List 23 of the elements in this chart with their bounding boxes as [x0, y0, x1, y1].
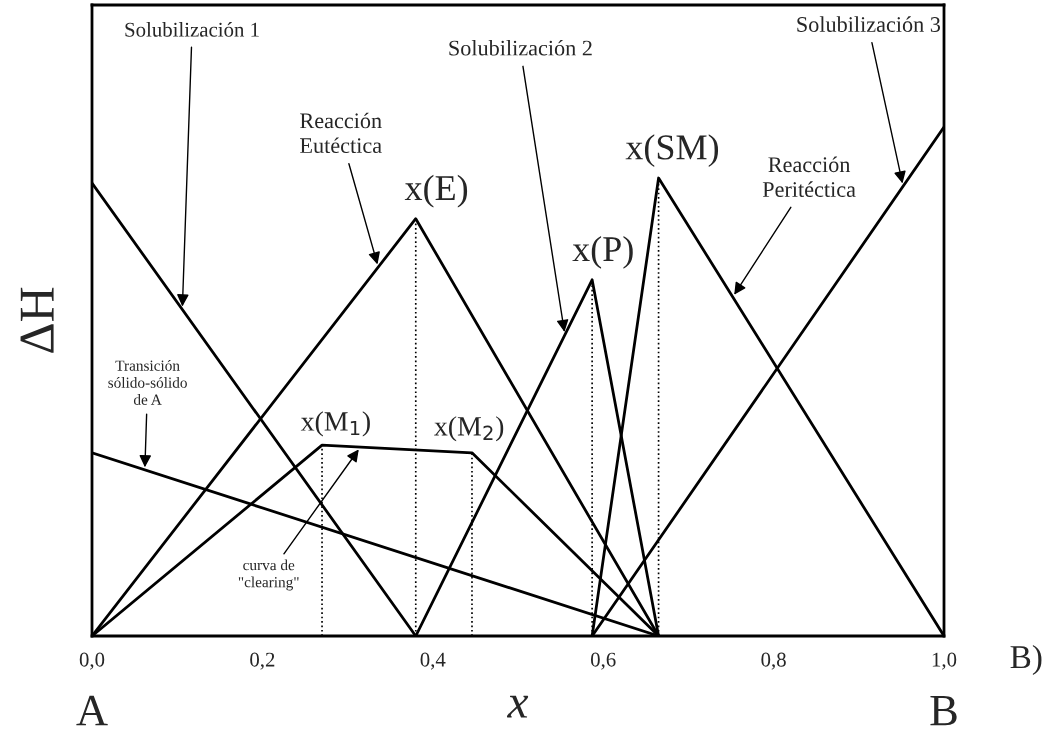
x-axis-title: x [506, 695, 529, 718]
annotation: Transición sólido-sólido de A [108, 360, 187, 405]
annotation: x(SM) [625, 134, 719, 167]
annotation: Reacción Peritéctica [762, 156, 856, 197]
annotation: x(E) [404, 174, 468, 208]
annotation: Reacción Eutéctica [300, 112, 382, 154]
annotation: x(P) [572, 235, 633, 269]
x-tick-label: 0,8 [761, 652, 786, 670]
text: B) [1010, 644, 1042, 676]
x-tick-label: 0,4 [420, 652, 446, 670]
annotation: Solubilización 2 [449, 39, 592, 56]
annotation: A [76, 695, 108, 726]
annotation: x(M$_{1}$) [300, 411, 370, 437]
x-tick-label: 0,2 [250, 652, 275, 670]
x-tick-label: 0,0 [79, 652, 105, 670]
annotation: curva de "clearing" [238, 559, 299, 591]
annotation: Solubilización 1 [125, 22, 259, 37]
y-axis-title: ΔH [20, 287, 54, 353]
annotation: Solubilización 3 [797, 16, 941, 32]
x-tick-label: 0,6 [590, 652, 616, 670]
annotation: x(M$_{2}$) [434, 416, 504, 442]
x-tick-label: 1,0 [932, 652, 957, 670]
annotation: B [930, 696, 957, 726]
